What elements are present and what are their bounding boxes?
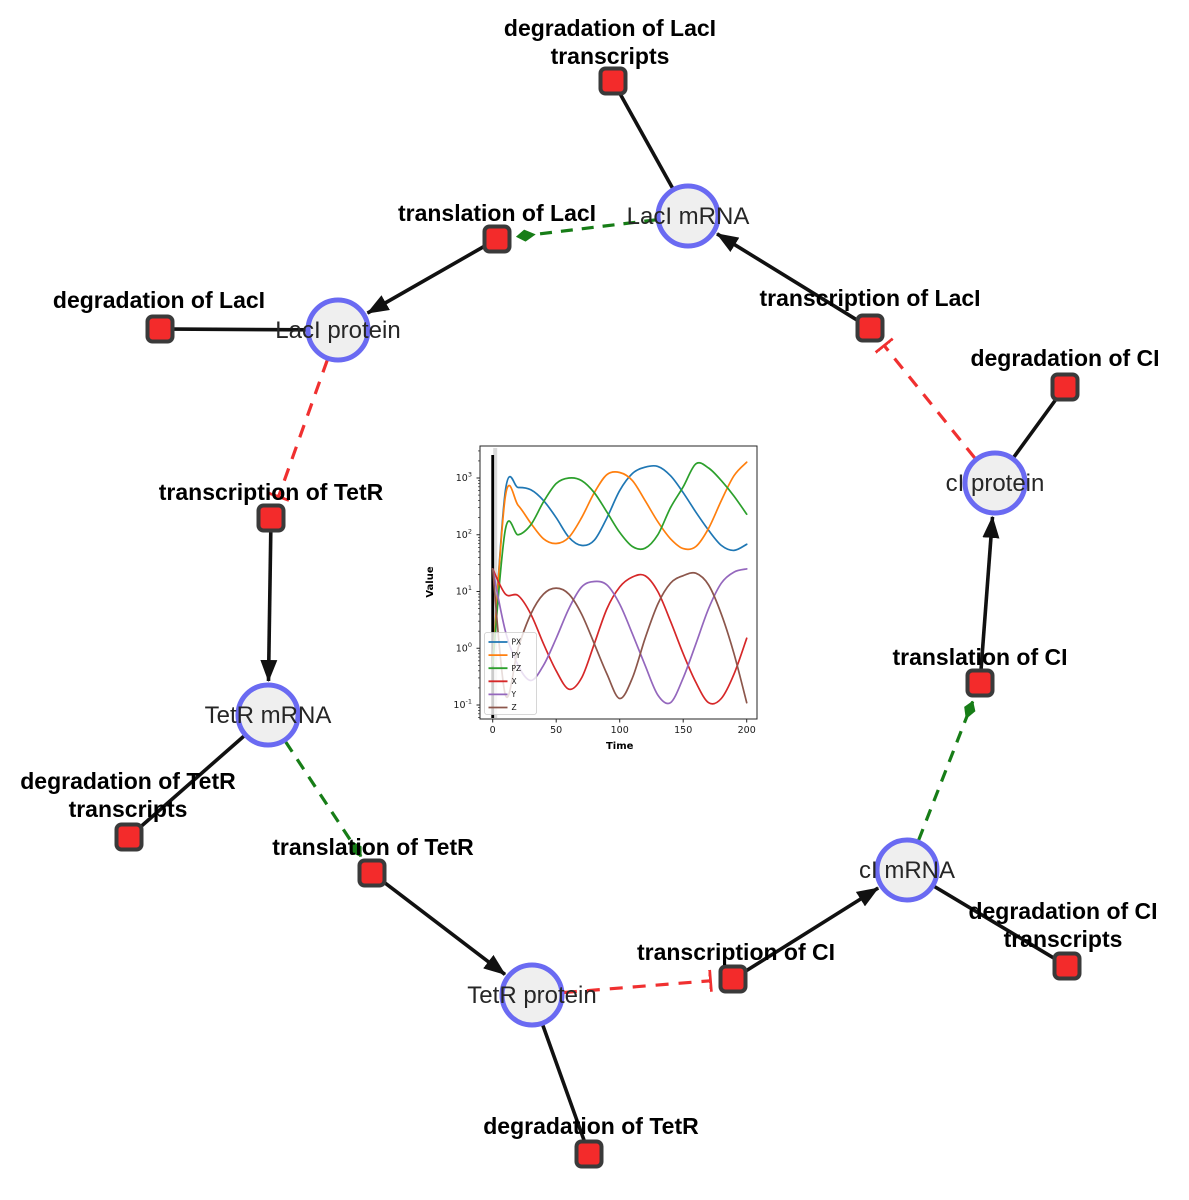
edge-production-transl_tetr-to-tetr_protein[interactable]	[381, 879, 507, 976]
species-label-laci_protein: LacI protein	[275, 317, 400, 344]
edges-layer	[137, 91, 1059, 1143]
x-tick-label: 100	[611, 725, 629, 736]
edge-consumption-ci_mrna-to-deg_ci_tr[interactable]	[933, 884, 1057, 961]
y-tick-label: 102	[456, 527, 472, 541]
species-label-laci_mrna: LacI mRNA	[627, 203, 750, 230]
chart-legend-box	[484, 632, 537, 715]
edge-production-transcr_laci-to-laci_mrna[interactable]	[716, 232, 860, 323]
reaction-label-transl_ci-line1: translation of CI	[892, 644, 1067, 670]
reaction-node-deg_tetr[interactable]	[574, 1139, 604, 1169]
edge-inhibition-laci_protein-to-transcr_tetr[interactable]	[279, 359, 329, 496]
series-curve-X	[491, 568, 748, 705]
species-node-tetr_protein[interactable]	[499, 962, 565, 1028]
edge-consumption-laci_mrna-to-deg_laci_tr[interactable]	[617, 91, 675, 189]
edge-modifier-laci_mrna-to-transl_laci[interactable]	[515, 218, 657, 242]
species-label-tetr_protein: TetR protein	[467, 982, 596, 1009]
edge-consumption-ci_protein-to-deg_ci[interactable]	[1012, 396, 1059, 459]
reaction-node-transl_laci[interactable]	[482, 224, 512, 254]
edge-consumption-tetr_mrna-to-deg_tetr_tr[interactable]	[137, 734, 246, 830]
reaction-label-deg_tetr_tr-line1: degradation of TetR	[20, 768, 236, 794]
reaction-label-deg_ci_tr-line1: degradation of CI	[968, 898, 1157, 924]
species-label-ci_protein: cI protein	[946, 470, 1045, 497]
y-tick-label: 100	[456, 641, 472, 655]
y-tick-label: 10-1	[453, 698, 472, 712]
species-node-laci_protein[interactable]	[305, 297, 371, 363]
reaction-node-transcr_ci[interactable]	[718, 964, 748, 994]
y-tick-label: 101	[456, 584, 472, 598]
reaction-node-transcr_laci[interactable]	[855, 313, 885, 343]
legend-label-Z: Z	[512, 703, 517, 712]
species-node-tetr_mrna[interactable]	[235, 682, 301, 748]
edge-consumption-laci_protein-to-deg_laci[interactable]	[172, 327, 307, 332]
species-label-tetr_mrna: TetR mRNA	[205, 702, 332, 729]
inset-chart: 10-1 100 101 102 103 0 50 100 150 200 Time Value PX P…	[425, 445, 758, 752]
reaction-node-transl_tetr[interactable]	[357, 858, 387, 888]
reaction-node-transl_ci[interactable]	[965, 668, 995, 698]
edge-consumption-tetr_protein-to-deg_tetr[interactable]	[541, 1024, 587, 1143]
reaction-label-deg_tetr_tr-line2: transcripts	[69, 796, 188, 822]
legend-label-PX: PX	[512, 638, 522, 647]
series-curve-Z	[491, 568, 748, 704]
reaction-node-deg_laci_tr[interactable]	[598, 66, 628, 96]
reaction-nodes-layer	[114, 66, 1082, 1169]
reaction-label-deg_ci_tr-line2: transcripts	[1004, 926, 1123, 952]
reaction-label-deg_laci_tr-line1: degradation of LacI	[504, 15, 716, 41]
edge-production-transcr_tetr-to-tetr_mrna[interactable]	[260, 530, 278, 682]
edge-inhibition-ci_protein-to-transcr_laci[interactable]	[884, 346, 977, 460]
legend-label-X: X	[512, 677, 517, 686]
legend-label-Y: Y	[511, 690, 517, 699]
edge-inhibition-tetr_protein-to-transcr_ci[interactable]	[563, 981, 710, 995]
legend-label-PY: PY	[512, 651, 521, 660]
x-axis-label: Time	[606, 741, 634, 752]
reaction-label-deg_laci-line1: degradation of LacI	[53, 287, 265, 313]
reaction-node-deg_ci_tr[interactable]	[1052, 951, 1082, 981]
reaction-label-transcr_ci-line1: transcription of CI	[637, 939, 835, 965]
chart-frame	[479, 445, 758, 720]
edge-modifier-ci_mrna-to-transl_ci[interactable]	[917, 700, 976, 841]
reaction-label-transcr_tetr-line1: transcription of TetR	[159, 479, 384, 505]
labels-layer: degradation of LacItranscriptstranslatio…	[20, 15, 1159, 1139]
x-tick-label: 0	[490, 725, 496, 736]
reaction-node-deg_laci[interactable]	[145, 314, 175, 344]
species-node-ci_mrna[interactable]	[874, 837, 940, 903]
reaction-label-transcr_laci-line1: transcription of LacI	[759, 285, 980, 311]
reaction-label-transl_laci-line1: translation of LacI	[398, 200, 596, 226]
species-node-ci_protein[interactable]	[962, 450, 1028, 516]
series-curve-PZ	[491, 461, 748, 667]
x-tick-label: 50	[550, 725, 562, 736]
reaction-node-deg_ci[interactable]	[1050, 372, 1080, 402]
reaction-node-deg_tetr_tr[interactable]	[114, 822, 144, 852]
edge-production-transl_laci-to-laci_protein[interactable]	[366, 243, 487, 315]
y-axis-label: Value	[425, 566, 436, 597]
reaction-label-deg_tetr-line1: degradation of TetR	[483, 1113, 699, 1139]
reaction-label-deg_ci-line1: degradation of CI	[970, 345, 1159, 371]
series-curve-PY	[491, 461, 748, 667]
series-curve-PX	[491, 464, 748, 667]
edge-modifier-tetr_mrna-to-transl_tetr[interactable]	[284, 740, 363, 858]
legend-label-PZ: PZ	[512, 664, 522, 673]
edge-production-transl_ci-to-ci_protein[interactable]	[979, 515, 1000, 671]
edge-production-transcr_ci-to-ci_mrna[interactable]	[743, 886, 880, 974]
reaction-node-transcr_tetr[interactable]	[256, 503, 286, 533]
x-tick-label: 200	[738, 725, 756, 736]
x-tick-label: 150	[674, 725, 692, 736]
species-label-ci_mrna: cI mRNA	[859, 857, 955, 884]
species-nodes-layer	[235, 183, 1028, 1028]
y-tick-label: 103	[456, 471, 472, 485]
species-node-laci_mrna[interactable]	[655, 183, 721, 249]
reaction-label-transl_tetr-line1: translation of TetR	[272, 834, 474, 860]
reaction-label-deg_laci_tr-line2: transcripts	[551, 43, 670, 69]
